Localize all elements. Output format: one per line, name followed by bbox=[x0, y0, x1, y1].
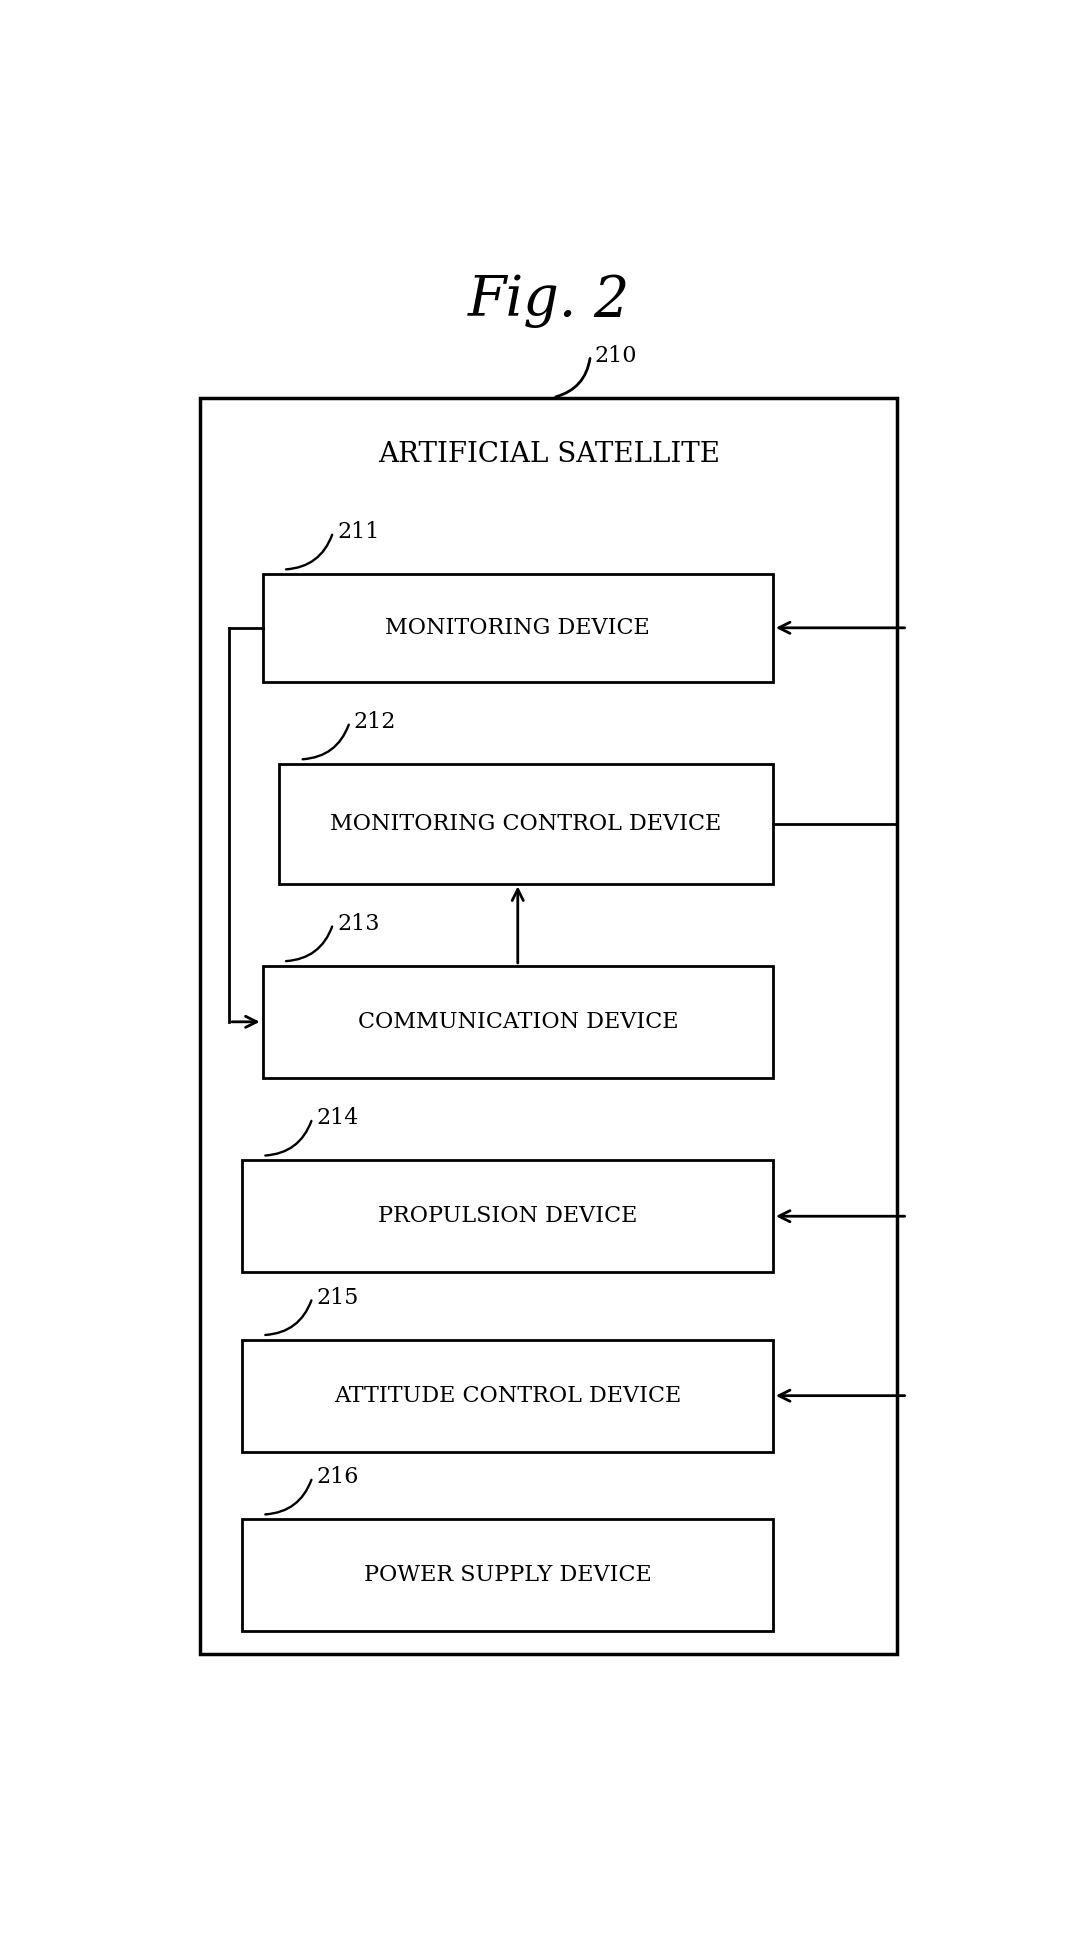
Text: MONITORING CONTROL DEVICE: MONITORING CONTROL DEVICE bbox=[331, 812, 722, 835]
Text: 211: 211 bbox=[337, 520, 379, 544]
Bar bbox=[242, 1340, 773, 1453]
Bar bbox=[242, 1519, 773, 1631]
Bar bbox=[262, 575, 773, 682]
Text: COMMUNICATION DEVICE: COMMUNICATION DEVICE bbox=[358, 1012, 678, 1033]
Text: 213: 213 bbox=[337, 913, 380, 934]
Text: ATTITUDE CONTROL DEVICE: ATTITUDE CONTROL DEVICE bbox=[334, 1385, 681, 1406]
Text: 214: 214 bbox=[317, 1107, 359, 1130]
Bar bbox=[242, 1159, 773, 1272]
Text: PROPULSION DEVICE: PROPULSION DEVICE bbox=[378, 1206, 637, 1227]
Text: POWER SUPPLY DEVICE: POWER SUPPLY DEVICE bbox=[363, 1563, 651, 1587]
Text: ARTIFICIAL SATELLITE: ARTIFICIAL SATELLITE bbox=[378, 441, 720, 468]
Text: 212: 212 bbox=[353, 711, 396, 732]
Text: Fig. 2: Fig. 2 bbox=[468, 274, 630, 328]
Text: 215: 215 bbox=[317, 1288, 359, 1309]
Text: MONITORING DEVICE: MONITORING DEVICE bbox=[386, 618, 650, 639]
Bar bbox=[262, 965, 773, 1078]
Bar bbox=[200, 398, 897, 1655]
Bar bbox=[280, 763, 773, 884]
Text: 216: 216 bbox=[317, 1466, 359, 1488]
Text: 210: 210 bbox=[594, 344, 637, 367]
